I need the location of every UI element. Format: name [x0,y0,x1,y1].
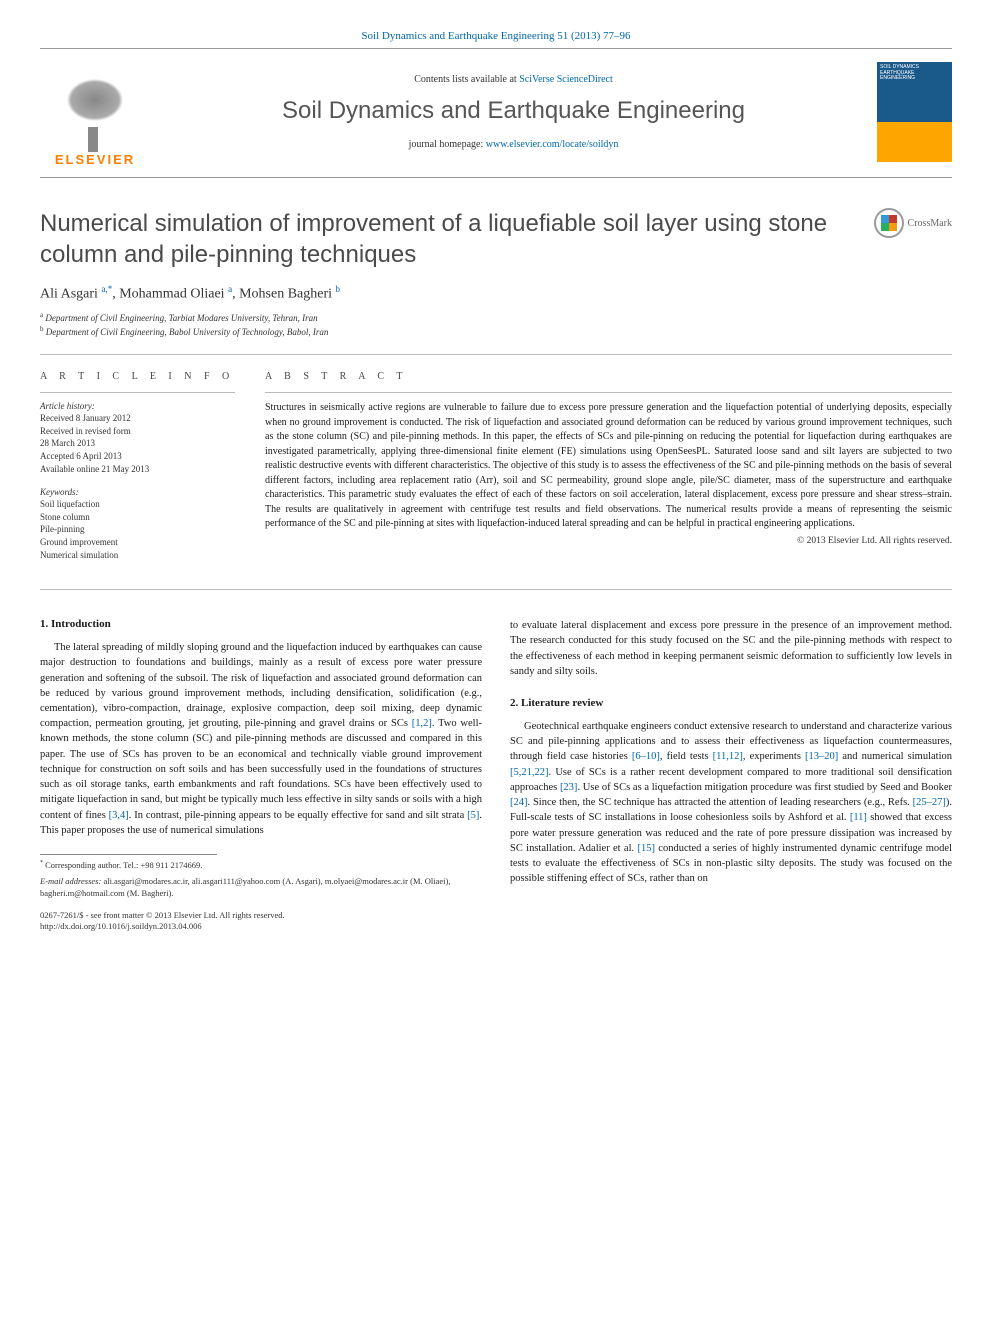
affiliation-b: b Department of Civil Engineering, Babol… [40,325,952,339]
keyword: Ground improvement [40,536,235,549]
intro-heading: 1. Introduction [40,618,482,630]
right-column: to evaluate lateral displacement and exc… [510,618,952,931]
emails-label: E-mail addresses: [40,876,101,886]
history-item: Received in revised form [40,425,235,438]
affiliation-a: a Department of Civil Engineering, Tarbi… [40,311,952,325]
article-title: Numerical simulation of improvement of a… [40,208,859,270]
doi-line: http://dx.doi.org/10.1016/j.soildyn.2013… [40,921,482,932]
lit-text: Geotechnical earthquake engineers conduc… [510,719,952,886]
keywords-label: Keywords: [40,487,235,497]
keyword: Soil liquefaction [40,498,235,511]
history-item: 28 March 2013 [40,437,235,450]
history-item: Received 8 January 2012 [40,412,235,425]
keywords-block: Keywords: Soil liquefaction Stone column… [40,487,235,561]
left-column: 1. Introduction The lateral spreading of… [40,618,482,931]
lit-heading: 2. Literature review [510,697,952,709]
homepage-prefix: journal homepage: [409,139,486,150]
homepage-link[interactable]: www.elsevier.com/locate/soildyn [486,139,619,150]
keyword: Stone column [40,511,235,524]
history-label: Article history: [40,401,235,411]
issn-line: 0267-7261/$ - see front matter © 2013 El… [40,910,482,921]
history-block: Article history: Received 8 January 2012… [40,401,235,475]
article-info-heading: A R T I C L E I N F O [40,371,235,382]
crossmark-badge[interactable]: CrossMark [874,208,952,238]
email-footnote: E-mail addresses: ali.asgari@modares.ac.… [40,876,482,900]
header-center: Contents lists available at SciVerse Sci… [162,74,865,150]
footer-legal: 0267-7261/$ - see front matter © 2013 El… [40,910,482,932]
journal-name: Soil Dynamics and Earthquake Engineering [162,97,865,125]
abstract-col: A B S T R A C T Structures in seismicall… [265,371,952,573]
info-abstract-row: A R T I C L E I N F O Article history: R… [40,371,952,573]
body-columns: 1. Introduction The lateral spreading of… [40,618,952,931]
abstract-heading: A B S T R A C T [265,371,952,382]
corresponding-footnote: * Corresponding author. Tel.: +98 911 21… [40,859,482,872]
affiliations: a Department of Civil Engineering, Tarbi… [40,311,952,338]
cover-text: SOIL DYNAMICS EARTHQUAKE ENGINEERING [877,62,952,85]
history-item: Available online 21 May 2013 [40,463,235,476]
abstract-text: Structures in seismically active regions… [265,401,952,532]
keyword: Numerical simulation [40,549,235,562]
publisher-name: ELSEVIER [55,152,135,167]
journal-reference: Soil Dynamics and Earthquake Engineering… [40,30,952,42]
title-block: Numerical simulation of improvement of a… [40,208,952,270]
article-info-col: A R T I C L E I N F O Article history: R… [40,371,235,573]
authors-line: Ali Asgari a,*, Mohammad Oliaei a, Mohse… [40,284,952,303]
abstract-divider [265,392,952,393]
divider-bottom [40,589,952,590]
journal-header: ELSEVIER Contents lists available at Sci… [40,48,952,178]
sciencedirect-link[interactable]: SciVerse ScienceDirect [519,74,613,85]
publisher-logo: ELSEVIER [40,57,150,167]
intro-continuation: to evaluate lateral displacement and exc… [510,618,952,679]
divider-top [40,354,952,355]
keyword: Pile-pinning [40,523,235,536]
crossmark-icon [874,208,904,238]
elsevier-tree-icon [50,72,140,152]
info-divider-1 [40,392,235,393]
contents-prefix: Contents lists available at [414,74,519,85]
footnote-separator [40,854,217,855]
intro-text: The lateral spreading of mildly sloping … [40,640,482,838]
contents-line: Contents lists available at SciVerse Sci… [162,74,865,85]
abstract-copyright: © 2013 Elsevier Ltd. All rights reserved… [265,536,952,546]
history-item: Accepted 6 April 2013 [40,450,235,463]
journal-cover-thumbnail: SOIL DYNAMICS EARTHQUAKE ENGINEERING [877,62,952,162]
crossmark-label: CrossMark [908,218,952,229]
homepage-line: journal homepage: www.elsevier.com/locat… [162,139,865,150]
